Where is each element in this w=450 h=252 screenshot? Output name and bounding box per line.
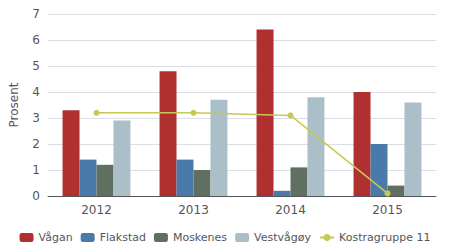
svg-text:Kostragruppe 11: Kostragruppe 11 [339, 231, 430, 244]
svg-text:5: 5 [32, 59, 40, 73]
svg-text:2: 2 [32, 137, 40, 151]
svg-text:0: 0 [32, 189, 40, 203]
svg-text:Vestvågøy: Vestvågøy [254, 231, 311, 244]
svg-text:4: 4 [32, 85, 40, 99]
svg-text:1: 1 [32, 163, 40, 177]
svg-text:Vågan: Vågan [39, 231, 73, 244]
svg-text:Prosent: Prosent [7, 82, 21, 127]
svg-text:Moskenes: Moskenes [173, 231, 227, 244]
svg-text:2013: 2013 [178, 203, 209, 217]
svg-text:Flakstad: Flakstad [100, 231, 146, 244]
svg-text:3: 3 [32, 111, 40, 125]
svg-text:2012: 2012 [81, 203, 112, 217]
svg-text:2014: 2014 [275, 203, 306, 217]
svg-text:6: 6 [32, 33, 40, 47]
svg-text:7: 7 [32, 7, 40, 21]
svg-text:2015: 2015 [372, 203, 403, 217]
